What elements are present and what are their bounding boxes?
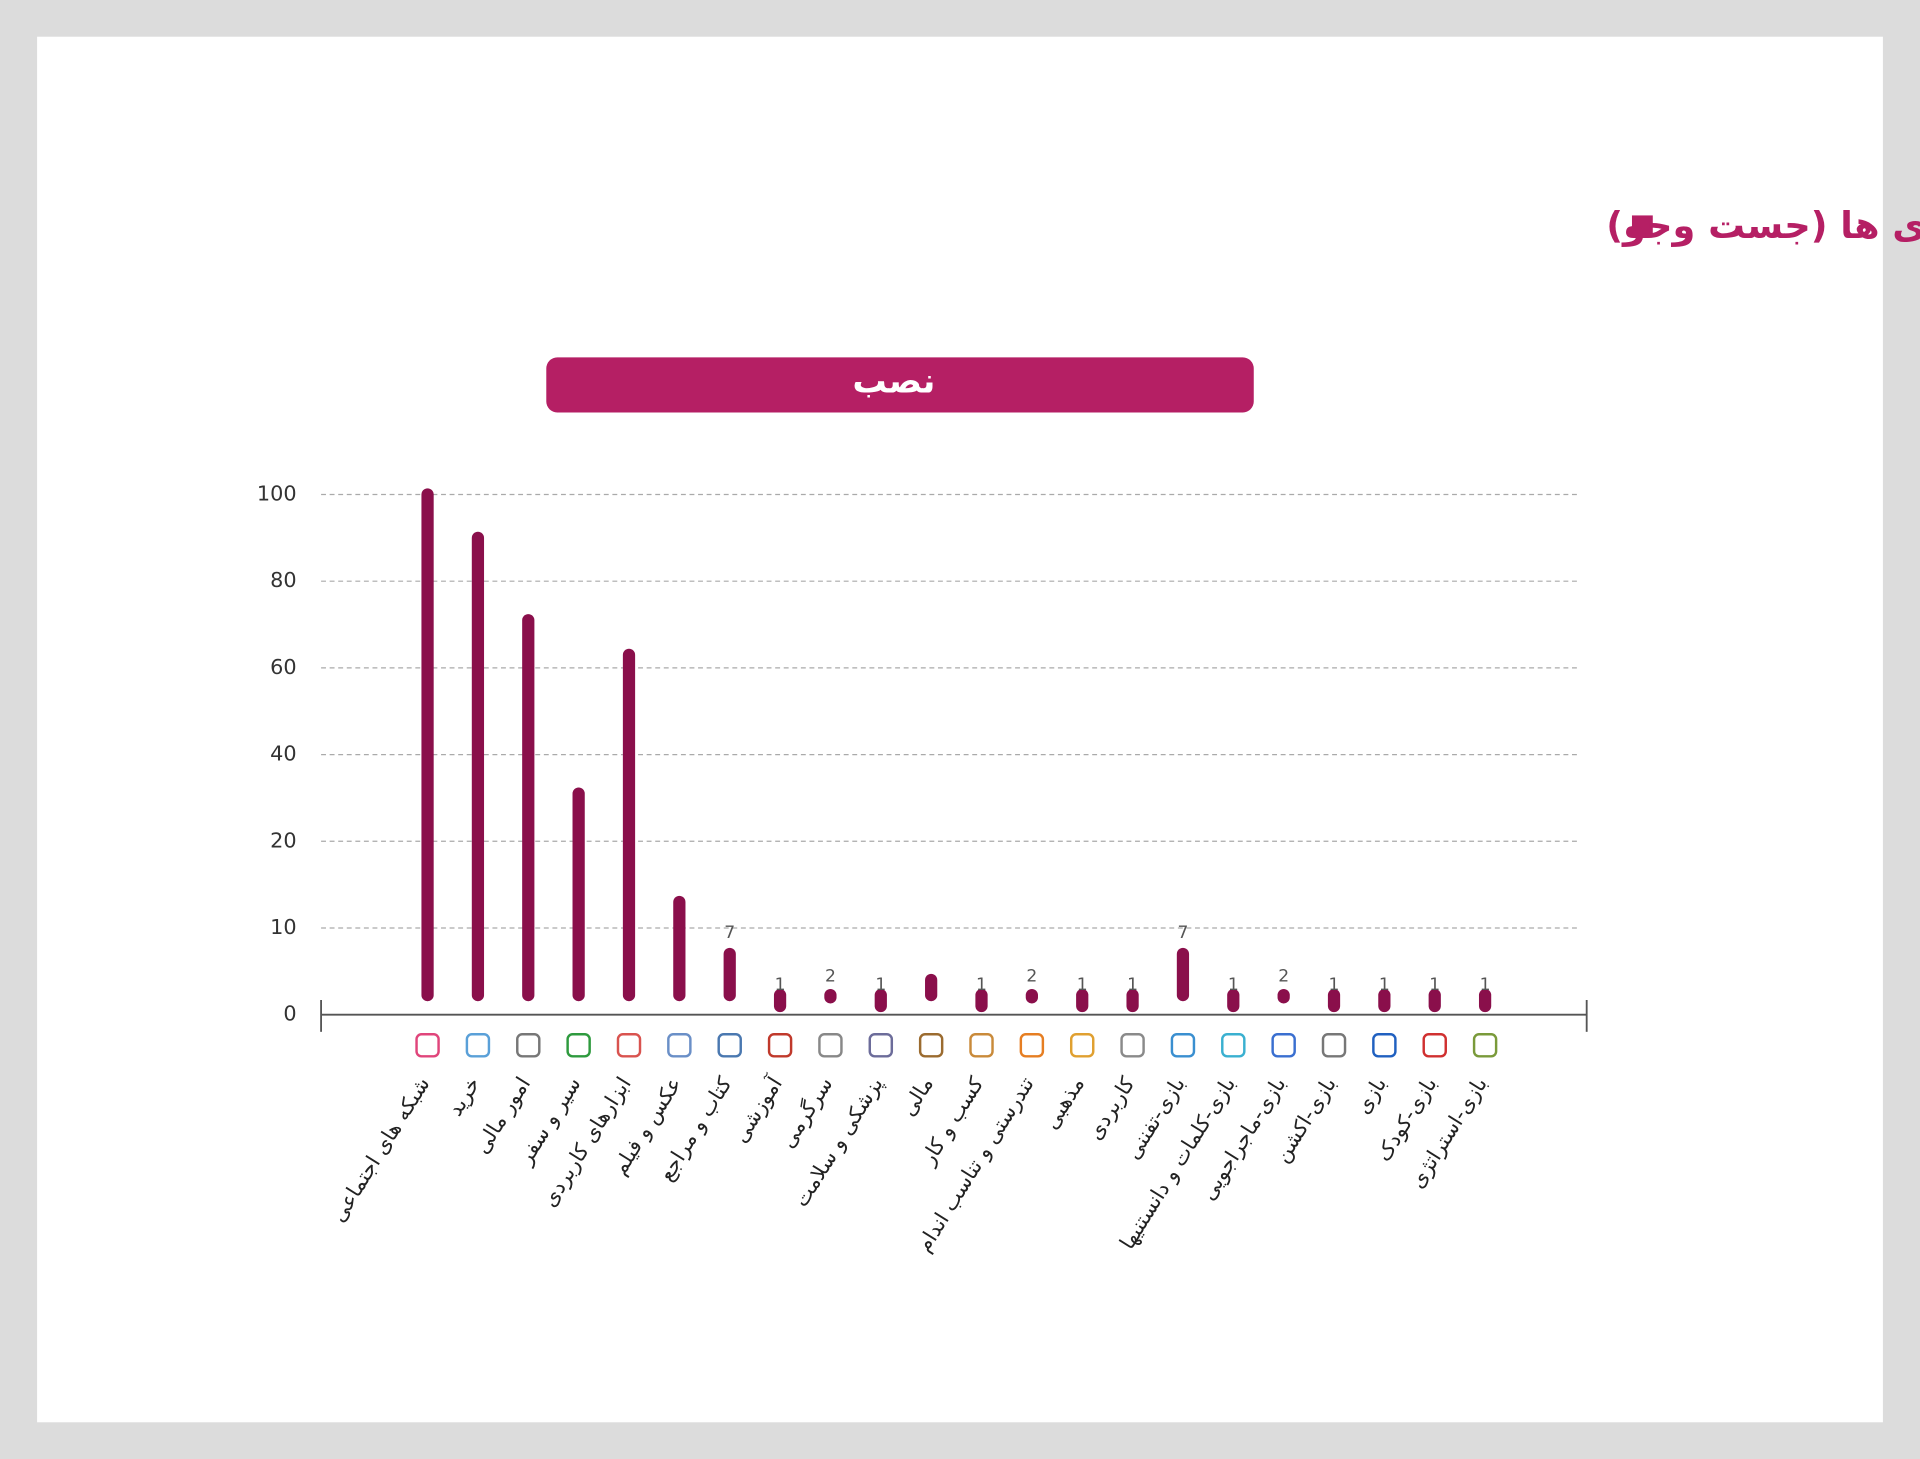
chart-title: بررسی عملکرد دسته بندی ها (جست وجو)	[1606, 204, 1920, 247]
value-label: 1	[1127, 975, 1138, 995]
category-icon	[969, 1033, 994, 1058]
category-icon	[415, 1033, 440, 1058]
y-tick-label: 10	[270, 915, 296, 939]
y-tick-label: 20	[270, 828, 296, 852]
y-tick-label: 40	[270, 742, 296, 766]
category-icon	[566, 1033, 591, 1058]
category-icon	[667, 1033, 692, 1058]
category-icon	[465, 1033, 491, 1058]
value-label: 1	[976, 975, 987, 995]
category-icon	[1019, 1033, 1045, 1058]
header-pill	[546, 357, 1254, 413]
category-icon	[767, 1033, 793, 1058]
category-icon	[1120, 1033, 1145, 1058]
category-icon	[516, 1033, 541, 1058]
y-tick-label: 100	[257, 481, 297, 505]
value-label: 1	[1329, 975, 1340, 995]
y-tick-label: 60	[270, 655, 296, 679]
category-icon	[918, 1033, 944, 1058]
chart-subtitle: نصب	[852, 362, 935, 402]
category-icon	[1372, 1033, 1397, 1058]
category-icon	[1170, 1033, 1196, 1058]
value-label: 1	[775, 975, 786, 995]
value-label: 2	[1026, 967, 1037, 987]
y-tick-label: 80	[270, 568, 296, 592]
value-label: 2	[1278, 967, 1289, 987]
category-icon	[1472, 1033, 1498, 1058]
title-marker	[1631, 215, 1653, 237]
value-label: 1	[1429, 975, 1440, 995]
value-label: 1	[1480, 975, 1491, 995]
y-tick-label: 0	[283, 1002, 296, 1026]
category-icon	[868, 1033, 894, 1058]
value-label: 7	[724, 923, 735, 943]
value-label: 1	[1379, 975, 1390, 995]
value-label: 2	[825, 967, 836, 987]
category-icon	[616, 1033, 642, 1058]
value-label: 1	[875, 975, 886, 995]
category-icon	[818, 1033, 843, 1058]
value-label: 7	[1177, 923, 1188, 943]
category-icon	[1271, 1033, 1296, 1058]
category-icon	[1221, 1033, 1246, 1058]
value-label: 1	[1077, 975, 1088, 995]
value-label: 1	[1228, 975, 1239, 995]
category-icon	[717, 1033, 742, 1058]
category-icon	[1321, 1033, 1347, 1058]
panel	[37, 36, 1883, 1423]
category-icon	[1069, 1033, 1095, 1058]
category-icon	[1422, 1033, 1447, 1058]
